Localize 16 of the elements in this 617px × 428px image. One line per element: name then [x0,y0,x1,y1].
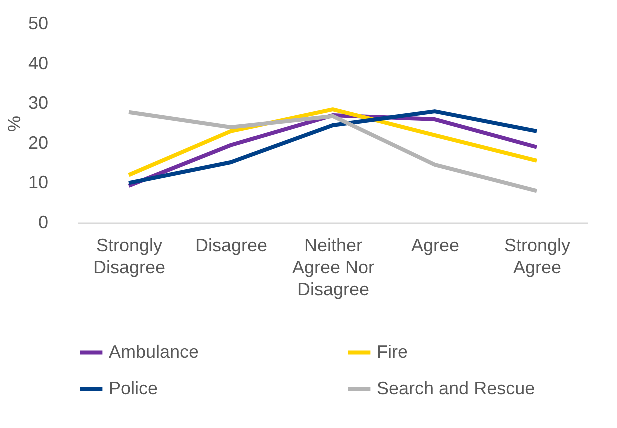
x-tick-label: Disagree [195,236,268,256]
y-tick-label: 30 [28,93,48,114]
x-tick-label: Strongly Disagree [93,236,166,278]
y-tick-label: 50 [28,14,48,34]
legend-label: Ambulance [109,342,200,362]
legend-label: Police [109,378,158,398]
y-axis-title: % [4,116,24,132]
y-tick-label: 20 [28,132,48,153]
legend-label: Search and Rescue [377,378,536,398]
x-tick-label: Neither Agree Nor Disagree [292,236,375,300]
x-tick-label: Strongly Agree [504,236,571,278]
y-tick-label: 40 [28,53,48,74]
x-tick-label: Agree [411,236,460,256]
y-tick-label: 10 [28,172,48,193]
y-tick-label: 0 [38,212,48,232]
legend-label: Fire [377,342,408,362]
